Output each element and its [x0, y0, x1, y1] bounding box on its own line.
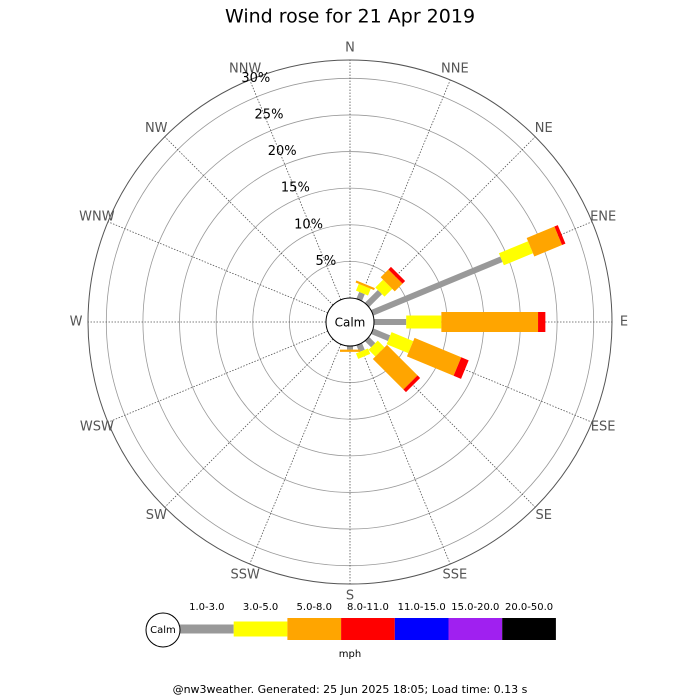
radial-line — [249, 344, 342, 565]
radial-line — [249, 79, 342, 300]
direction-label: NW — [145, 121, 168, 136]
legend-swatch — [180, 624, 234, 634]
legend-label: 1.0-3.0 — [189, 602, 224, 613]
calm-label: Calm — [335, 316, 366, 330]
legend-swatch — [233, 621, 288, 637]
direction-label: SSE — [442, 568, 467, 583]
r-tick-label: 5% — [316, 254, 337, 269]
direction-label: WNW — [79, 210, 115, 225]
radial-line — [358, 79, 451, 300]
direction-label: E — [620, 315, 628, 330]
legend-label: 11.0-15.0 — [398, 602, 446, 613]
direction-label: S — [346, 589, 354, 604]
legend-calm-circle — [145, 612, 181, 648]
radial-line — [107, 330, 328, 423]
rose-segment — [356, 343, 365, 353]
rose-segment — [355, 283, 371, 296]
legend-label: 15.0-20.0 — [451, 602, 499, 613]
direction-label: NNE — [441, 61, 469, 76]
legend-swatch — [394, 618, 449, 640]
direction-label: ENE — [590, 210, 616, 225]
legend-swatch — [448, 618, 503, 640]
radial-line — [107, 221, 328, 314]
r-tick-label: 15% — [281, 181, 310, 196]
rose-segment — [371, 256, 503, 316]
rose-segment — [526, 226, 563, 257]
rose-segment — [498, 241, 533, 266]
rose-segment — [388, 266, 406, 284]
rose-segment — [386, 332, 414, 354]
rose-segment — [375, 279, 393, 297]
rose-segment — [403, 375, 421, 393]
rose-segment — [372, 344, 418, 390]
unit-label: mph — [339, 649, 361, 660]
legend-swatch — [287, 618, 342, 640]
r-tick-label: 25% — [255, 107, 284, 122]
rose-segment — [380, 269, 403, 292]
direction-label: NNW — [229, 61, 261, 76]
chart-title: Wind rose for 21 Apr 2019 — [225, 6, 475, 28]
legend-label: 5.0-8.0 — [297, 602, 332, 613]
direction-label: W — [70, 315, 83, 330]
rose-segment — [355, 280, 375, 291]
radial-line — [164, 338, 334, 508]
rose-segment — [364, 289, 383, 308]
calm-circle — [325, 297, 375, 347]
rose-segment — [406, 337, 462, 376]
legend-calm-label: Calm — [150, 625, 176, 636]
r-tick-label: 20% — [268, 144, 297, 159]
rose-segment — [453, 357, 469, 379]
rose-segment — [371, 328, 391, 341]
legend-label: 20.0-50.0 — [505, 602, 553, 613]
direction-label: NE — [535, 121, 553, 136]
rose-segment — [356, 291, 365, 301]
direction-label: SSW — [230, 568, 260, 583]
rose-segment — [364, 336, 376, 348]
direction-label: SW — [146, 508, 167, 523]
direction-label: ESE — [591, 419, 616, 434]
direction-label: N — [345, 41, 355, 56]
direction-label: SE — [536, 508, 552, 523]
rose-segment — [368, 340, 385, 357]
legend-label: 3.0-5.0 — [243, 602, 278, 613]
footer: @nw3weather. Generated: 25 Jun 2025 18:0… — [173, 683, 528, 696]
direction-label: WSW — [80, 419, 114, 434]
r-tick-label: 10% — [294, 217, 323, 232]
rose-segment — [355, 348, 371, 359]
r-tick-label: 30% — [241, 71, 270, 86]
legend-swatch — [341, 618, 395, 640]
radial-line — [164, 136, 334, 306]
legend-label: 8.0-11.0 — [347, 602, 389, 613]
rose-segment — [554, 225, 566, 245]
radial-line — [358, 344, 451, 565]
legend-swatch — [502, 618, 556, 640]
